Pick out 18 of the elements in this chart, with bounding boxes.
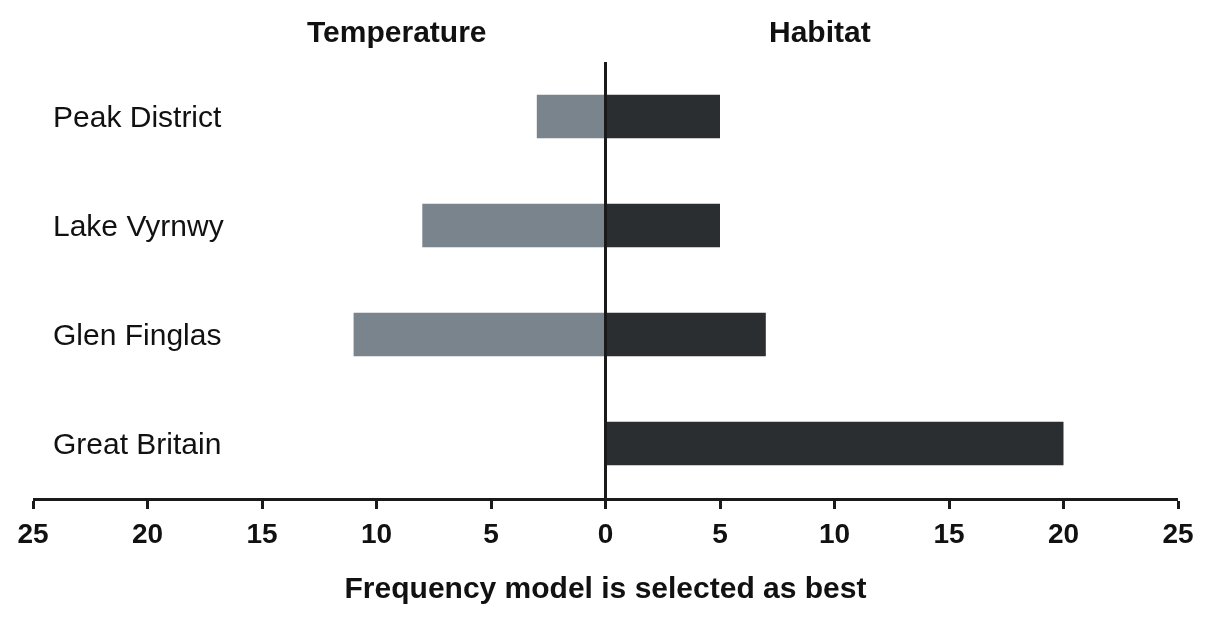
y-tick-label: Great Britain: [53, 427, 222, 460]
y-tick-label: Lake Vyrnwy: [53, 209, 224, 242]
x-tick-label: 5: [483, 517, 499, 549]
y-tick-label: Glen Finglas: [53, 318, 222, 351]
x-tick-label: 15: [933, 517, 965, 549]
x-tick-label: 25: [17, 517, 49, 549]
x-tick-label: 25: [1162, 517, 1194, 549]
x-tick-label: 20: [1047, 517, 1080, 549]
x-tick-label: 10: [818, 517, 851, 549]
x-axis-title: Frequency model is selected as best: [344, 571, 867, 605]
x-tick-label: 0: [597, 517, 614, 549]
x-tick-label: 20: [131, 517, 164, 549]
text: Habitat: [769, 15, 871, 48]
text: Temperature: [307, 15, 487, 48]
x-tick-label: 15: [246, 517, 278, 549]
x-tick-label: 5: [712, 517, 728, 549]
x-tick-label: 10: [360, 517, 393, 549]
y-tick-label: Peak District: [53, 100, 223, 133]
